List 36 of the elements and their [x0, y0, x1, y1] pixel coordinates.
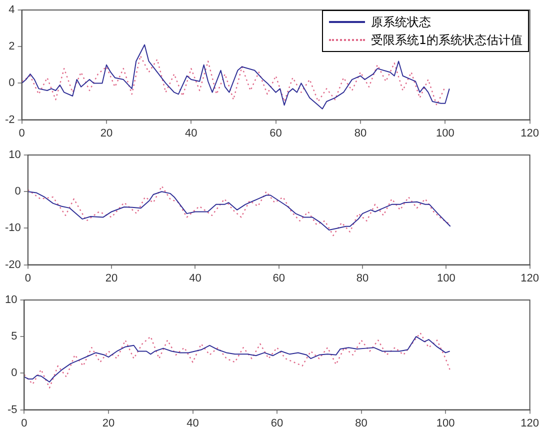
x-tick-label: 60: [270, 417, 284, 430]
line-series: [22, 55, 446, 106]
y-tick-label: -20: [4, 258, 21, 271]
x-tick-label: 80: [356, 272, 369, 284]
x-tick-label: 20: [102, 417, 115, 430]
y-tick-label: 0: [8, 77, 15, 90]
y-tick-label: 0: [11, 367, 18, 380]
x-tick-label: 80: [354, 127, 367, 140]
x-tick-label: 120: [520, 127, 540, 140]
x-tick-label: 40: [189, 272, 202, 284]
y-tick-label: 2: [8, 40, 15, 53]
y-tick-label: -5: [7, 404, 18, 416]
line-series: [24, 332, 450, 388]
x-tick-label: 120: [520, 272, 540, 284]
x-tick-label: 60: [272, 272, 285, 284]
x-tick-label: 40: [185, 127, 198, 140]
x-tick-label: 20: [100, 127, 113, 140]
legend-label: 受限系统1的系统状态估计值: [370, 32, 522, 48]
y-tick-label: 0: [14, 186, 21, 198]
x-tick-label: 120: [520, 417, 540, 430]
y-tick-label: -2: [5, 114, 15, 126]
x-tick-label: 80: [355, 417, 368, 430]
y-tick-label: 10: [4, 294, 18, 306]
x-tick-label: 0: [24, 272, 31, 284]
x-tick-label: 60: [270, 127, 282, 140]
y-tick-label: 4: [8, 4, 15, 16]
x-tick-label: 40: [186, 417, 199, 430]
y-tick-label: 5: [11, 330, 18, 343]
line-series: [28, 186, 451, 236]
x-tick-label: 100: [436, 417, 455, 430]
y-tick-label: 10: [8, 149, 21, 162]
legend-label: 原系统状态: [370, 14, 431, 30]
x-tick-label: 20: [105, 272, 118, 284]
y-tick-label: -10: [4, 222, 21, 234]
x-tick-label: 100: [436, 127, 454, 140]
x-tick-label: 100: [436, 272, 456, 284]
